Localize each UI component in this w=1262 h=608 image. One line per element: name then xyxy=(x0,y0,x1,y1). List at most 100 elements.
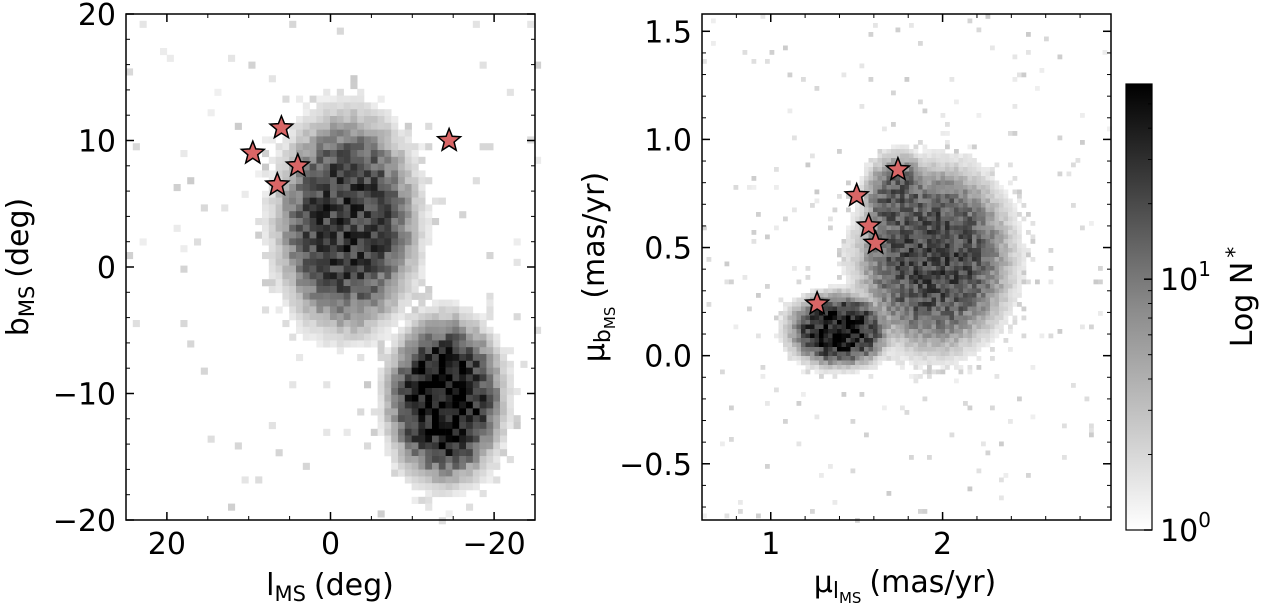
heatmap-cell xyxy=(336,224,344,232)
heatmap-cell xyxy=(940,252,946,258)
heatmap-cell xyxy=(859,351,865,357)
heatmap-cell xyxy=(990,180,995,186)
heatmap-cell xyxy=(981,212,986,217)
heatmap-cell xyxy=(981,320,986,325)
heatmap-cell xyxy=(384,116,392,124)
heatmap-cell xyxy=(296,258,304,266)
heatmap-cell xyxy=(323,381,331,389)
heatmap-cell xyxy=(316,286,324,294)
heatmap-cell xyxy=(940,131,946,136)
heatmap-cell xyxy=(972,239,977,244)
heatmap-cell xyxy=(882,279,887,285)
heatmap-cell xyxy=(411,428,419,436)
heatmap-cell xyxy=(404,428,412,436)
heatmap-cell xyxy=(418,442,426,450)
heatmap-cell xyxy=(330,129,338,137)
heatmap-cell xyxy=(823,342,829,348)
heatmap-cell xyxy=(391,442,399,450)
heatmap-cell xyxy=(931,216,937,222)
heatmap-cell xyxy=(404,435,412,443)
heatmap-cell xyxy=(411,156,419,164)
heatmap-cell xyxy=(859,329,865,334)
heatmap-cell xyxy=(316,95,324,103)
heatmap-cell xyxy=(981,279,986,285)
heatmap-cell xyxy=(945,333,950,339)
heatmap-cell xyxy=(364,177,372,185)
heatmap-cell xyxy=(918,203,923,208)
heatmap-cell xyxy=(958,324,964,330)
heatmap-cell xyxy=(801,302,806,307)
heatmap-cell xyxy=(868,374,874,379)
heatmap-cell xyxy=(963,252,968,258)
heatmap-cell xyxy=(323,170,331,178)
heatmap-cell xyxy=(954,288,959,294)
heatmap-cell xyxy=(500,354,508,362)
heatmap-cell xyxy=(936,333,941,339)
heatmap-cell xyxy=(837,311,842,316)
heatmap-cell xyxy=(302,218,310,226)
heatmap-cell xyxy=(411,224,419,232)
heatmap-cell xyxy=(316,204,324,212)
heatmap-cell xyxy=(268,265,276,273)
heatmap-cell xyxy=(873,248,878,253)
heatmap-cell xyxy=(945,329,950,334)
heatmap-cell xyxy=(913,158,919,163)
heatmap-cell xyxy=(913,293,919,298)
heatmap-cell xyxy=(438,415,446,423)
heatmap-cell xyxy=(958,216,964,222)
heatmap-cell xyxy=(506,408,514,416)
heatmap-cell xyxy=(913,243,919,249)
heatmap-cell xyxy=(309,313,317,321)
heatmap-cell xyxy=(895,329,901,334)
heatmap-cell xyxy=(900,225,905,231)
heatmap-cell xyxy=(472,449,480,457)
heatmap-cell xyxy=(855,297,860,303)
x-axis-label: lMS (deg) xyxy=(266,568,394,606)
heatmap-cell xyxy=(882,158,887,163)
heatmap-cell xyxy=(370,163,378,171)
heatmap-cell xyxy=(391,388,399,396)
heatmap-cell xyxy=(958,320,964,325)
heatmap-cell xyxy=(922,306,928,312)
heatmap-cell xyxy=(945,288,950,294)
heatmap-cell xyxy=(778,333,784,339)
heatmap-cell xyxy=(330,258,338,266)
heatmap-cell xyxy=(411,381,419,389)
heatmap-cell xyxy=(377,122,385,130)
heatmap-cell xyxy=(262,279,270,287)
heatmap-cell xyxy=(904,410,910,415)
heatmap-cell xyxy=(316,245,324,253)
heatmap-cell xyxy=(967,207,973,213)
heatmap-cell xyxy=(985,207,991,213)
heatmap-cell xyxy=(864,171,869,177)
heatmap-cell xyxy=(850,221,856,226)
heatmap-cell xyxy=(702,59,707,64)
heatmap-cell xyxy=(432,299,440,307)
heatmap-cell xyxy=(411,320,419,328)
heatmap-cell xyxy=(404,129,412,137)
heatmap-cell xyxy=(886,257,892,262)
heatmap-cell xyxy=(976,27,982,33)
heatmap-cell xyxy=(425,422,433,430)
heatmap-cell xyxy=(922,284,928,289)
heatmap-cell xyxy=(981,221,986,226)
heatmap-cell xyxy=(868,297,874,303)
heatmap-cell xyxy=(336,333,344,341)
heatmap-cell xyxy=(940,212,946,217)
heatmap-cell xyxy=(316,333,324,341)
heatmap-cell xyxy=(432,313,440,321)
heatmap-cell xyxy=(493,381,501,389)
heatmap-cell xyxy=(949,212,955,217)
heatmap-cell xyxy=(972,270,977,276)
heatmap-cell xyxy=(940,369,946,375)
heatmap-cell xyxy=(859,356,865,361)
heatmap-cell xyxy=(506,415,514,423)
heatmap-cell xyxy=(877,284,883,289)
heatmap-cell xyxy=(837,356,842,361)
heatmap-cell xyxy=(832,207,838,213)
heatmap-cell xyxy=(967,144,973,150)
heatmap-cell xyxy=(990,288,995,294)
heatmap-cell xyxy=(200,204,208,212)
heatmap-cell xyxy=(900,275,905,280)
heatmap-cell xyxy=(309,245,317,253)
